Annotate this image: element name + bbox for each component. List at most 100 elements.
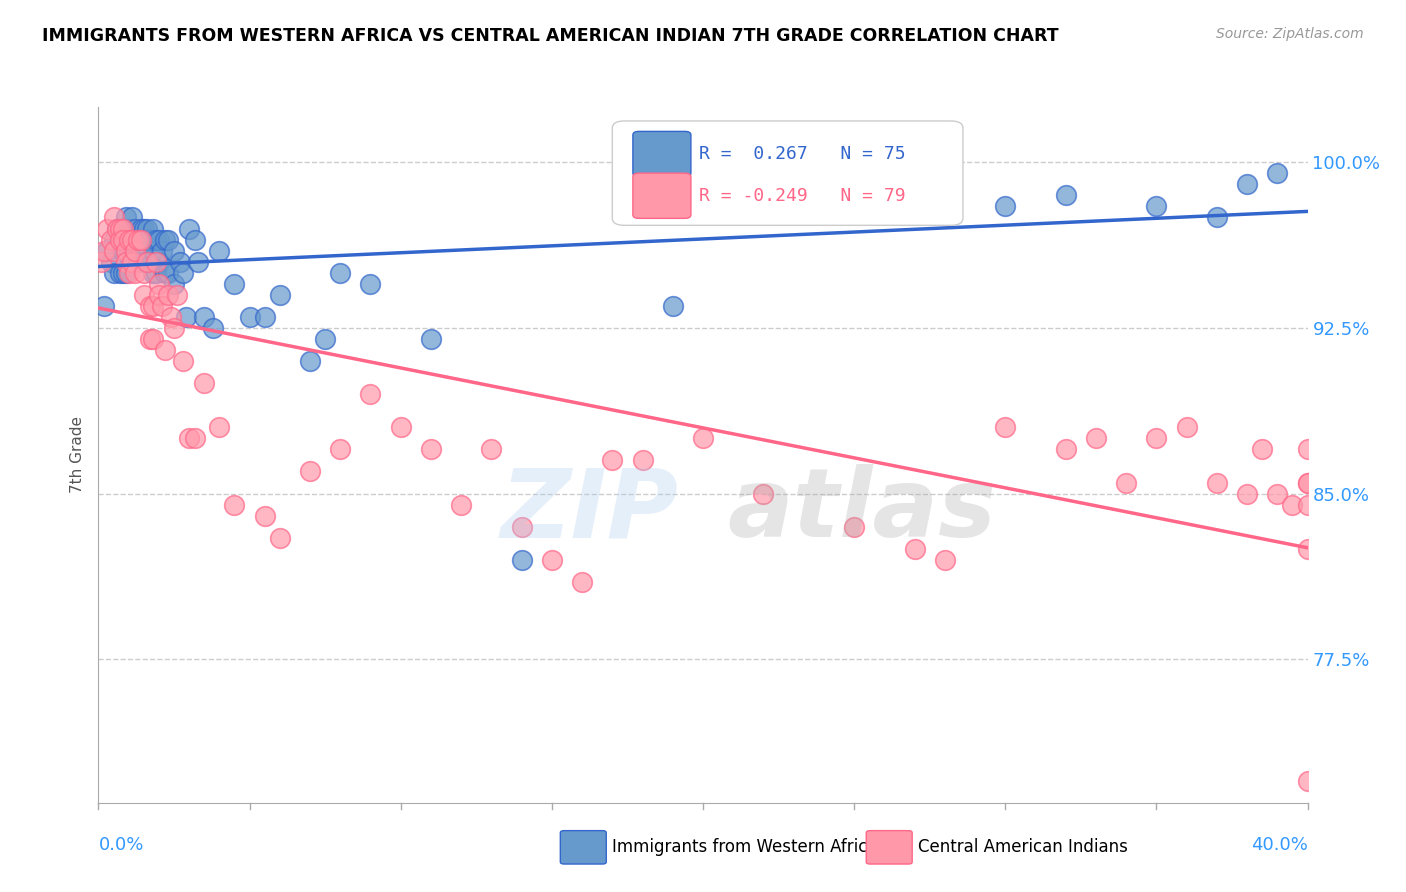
Point xyxy=(1236,178,1258,192)
Point xyxy=(389,420,412,434)
Point xyxy=(1296,541,1319,556)
Point xyxy=(139,332,162,346)
FancyBboxPatch shape xyxy=(633,173,690,219)
Point xyxy=(360,387,382,401)
Point xyxy=(160,310,183,324)
Point xyxy=(150,299,173,313)
Point xyxy=(118,221,141,235)
Point xyxy=(1146,431,1168,445)
Point xyxy=(118,244,141,258)
Point xyxy=(105,221,128,235)
Point xyxy=(118,233,141,247)
Text: atlas: atlas xyxy=(727,464,997,558)
Point xyxy=(111,266,134,280)
Point xyxy=(208,420,231,434)
Point xyxy=(139,233,162,247)
Point xyxy=(156,233,179,247)
Point xyxy=(166,287,188,301)
Point xyxy=(96,221,118,235)
Text: R =  0.267   N = 75: R = 0.267 N = 75 xyxy=(699,145,905,163)
Point xyxy=(90,254,112,268)
Point xyxy=(904,541,927,556)
Point xyxy=(129,221,152,235)
Point xyxy=(114,244,136,258)
Point xyxy=(132,266,155,280)
Point xyxy=(184,233,207,247)
Point xyxy=(156,287,179,301)
Point xyxy=(142,266,165,280)
Point xyxy=(269,287,291,301)
Point xyxy=(127,233,149,247)
Point xyxy=(1296,475,1319,490)
Point xyxy=(1206,211,1229,225)
Point xyxy=(148,277,170,291)
Text: IMMIGRANTS FROM WESTERN AFRICA VS CENTRAL AMERICAN INDIAN 7TH GRADE CORRELATION : IMMIGRANTS FROM WESTERN AFRICA VS CENTRA… xyxy=(42,27,1059,45)
Point xyxy=(93,299,115,313)
Point xyxy=(692,431,714,445)
Point xyxy=(100,254,122,268)
Point xyxy=(150,244,173,258)
Point xyxy=(139,254,162,268)
Point xyxy=(156,266,179,280)
Point xyxy=(193,310,215,324)
Point xyxy=(121,211,143,225)
Point xyxy=(1251,442,1274,457)
Point xyxy=(187,254,209,268)
Y-axis label: 7th Grade: 7th Grade xyxy=(70,417,86,493)
Point xyxy=(103,233,125,247)
Point xyxy=(450,498,472,512)
Point xyxy=(132,254,155,268)
Point xyxy=(541,553,564,567)
Point xyxy=(1267,486,1289,500)
Point xyxy=(108,233,131,247)
Point xyxy=(114,254,136,268)
Point xyxy=(142,332,165,346)
Point xyxy=(934,553,956,567)
Point xyxy=(510,519,533,533)
Point xyxy=(510,553,533,567)
Point xyxy=(142,299,165,313)
Point xyxy=(114,266,136,280)
Point xyxy=(153,266,176,280)
Point xyxy=(202,321,225,335)
Point xyxy=(299,354,322,368)
Point xyxy=(269,531,291,545)
Point xyxy=(172,354,194,368)
Point xyxy=(299,465,322,479)
Point xyxy=(571,574,593,589)
Point xyxy=(360,277,382,291)
Point xyxy=(1296,773,1319,788)
Point xyxy=(602,453,624,467)
Point xyxy=(329,442,352,457)
Point xyxy=(179,221,201,235)
Point xyxy=(108,233,131,247)
Point xyxy=(132,221,155,235)
Point xyxy=(994,420,1017,434)
Point xyxy=(108,266,131,280)
Point xyxy=(121,233,143,247)
Point xyxy=(208,244,231,258)
Point xyxy=(145,233,167,247)
Point xyxy=(193,376,215,391)
Point xyxy=(163,321,186,335)
Point xyxy=(127,233,149,247)
Point xyxy=(1175,420,1198,434)
Point xyxy=(103,266,125,280)
Point xyxy=(111,244,134,258)
Point xyxy=(148,233,170,247)
Point xyxy=(253,310,276,324)
Point xyxy=(135,254,157,268)
Point xyxy=(169,254,191,268)
Point xyxy=(142,221,165,235)
Point xyxy=(844,166,866,180)
Point xyxy=(172,266,194,280)
FancyBboxPatch shape xyxy=(866,830,912,864)
Text: 40.0%: 40.0% xyxy=(1251,836,1308,854)
Point xyxy=(179,431,201,445)
Text: ZIP: ZIP xyxy=(501,464,679,558)
Point xyxy=(148,287,170,301)
Point xyxy=(163,244,186,258)
Point xyxy=(124,233,146,247)
Point xyxy=(132,233,155,247)
Point xyxy=(1296,442,1319,457)
